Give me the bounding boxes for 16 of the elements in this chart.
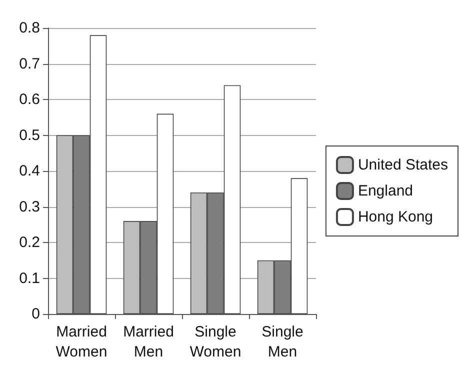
legend-label: Hong Kong — [358, 208, 434, 226]
y-tick-label: 0.4 — [19, 162, 40, 180]
y-tick-label: 0.3 — [19, 198, 40, 216]
y-tick-label: 0.5 — [19, 126, 40, 144]
x-tick-label: Single Women — [190, 324, 242, 360]
x-tick-label: Married Men — [123, 324, 174, 360]
y-tick-label: 0.7 — [19, 55, 40, 72]
y-tick-label: 0.8 — [19, 20, 40, 36]
y-tick-label: 0.6 — [19, 91, 40, 108]
y-tick-label: 0 — [32, 306, 40, 322]
legend-label: United States — [358, 156, 448, 174]
x-tick-label: Married Women — [56, 324, 108, 360]
legend-label: England — [358, 182, 414, 200]
y-tick-label: 0.1 — [19, 270, 40, 287]
x-tick-label: Single Men — [262, 324, 304, 360]
y-tick-label: 0.2 — [19, 234, 40, 251]
